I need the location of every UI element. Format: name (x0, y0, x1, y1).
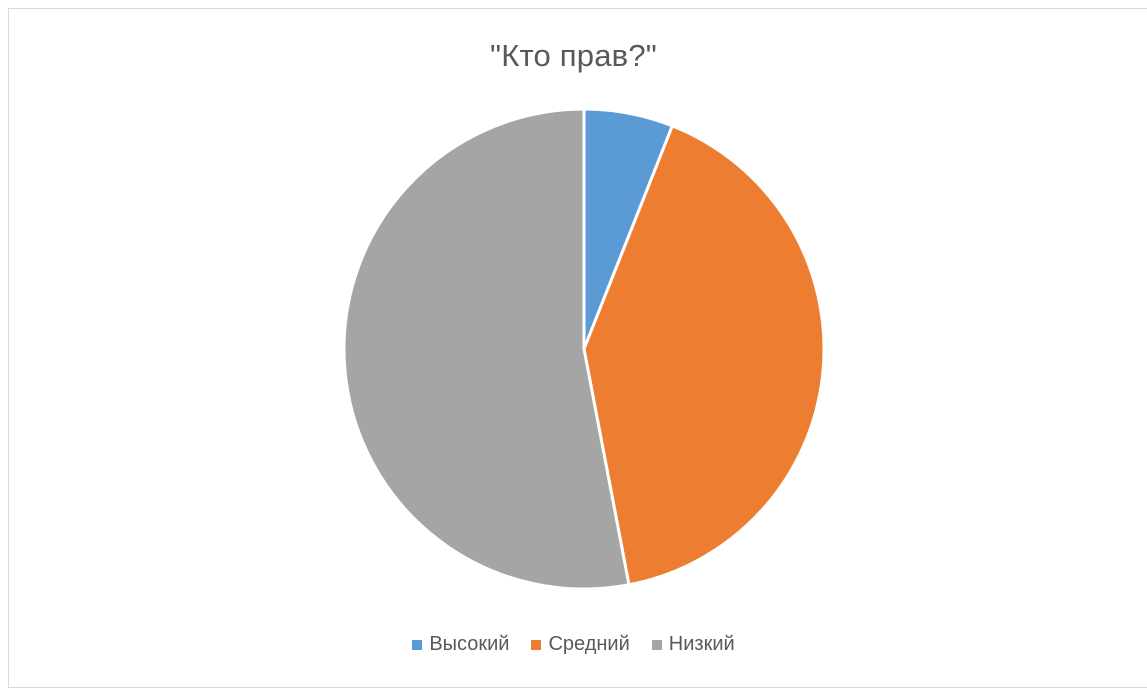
legend-swatch-nizkiy (651, 639, 662, 650)
legend-label-nizkiy: Низкий (668, 633, 735, 655)
legend-swatch-vysokiy (412, 639, 423, 650)
legend-label-sredniy: Средний (548, 633, 630, 655)
legend-item-nizkiy: Низкий (651, 633, 735, 656)
legend-item-sredniy: Средний (531, 633, 630, 656)
chart-title: "Кто прав?" (490, 38, 657, 73)
legend-item-vysokiy: Высокий (412, 633, 509, 656)
pie-slices (342, 107, 826, 591)
legend-swatch-sredniy (531, 639, 542, 650)
legend: Высокий Средний Низкий (0, 633, 1147, 656)
legend-label-vysokiy: Высокий (429, 633, 510, 655)
pie-slice-nizkiy (342, 107, 631, 591)
pie-slice-sredniy (582, 124, 826, 587)
